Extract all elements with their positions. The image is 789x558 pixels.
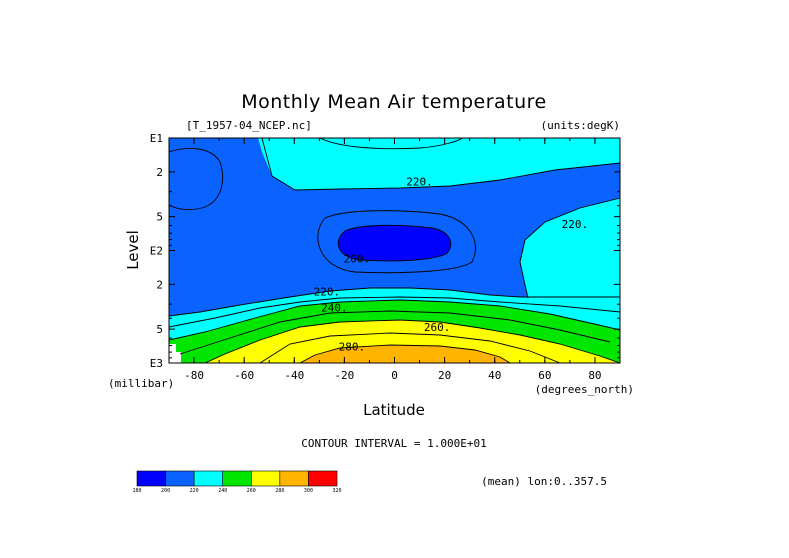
x-tick-label: 0 — [391, 369, 398, 382]
colorbar-swatch — [279, 470, 309, 487]
y-axis-label: Level — [124, 230, 142, 270]
contour-label: 260. — [424, 321, 451, 334]
colorbar-swatch — [136, 470, 166, 487]
contour-line-220-top — [261, 138, 620, 191]
contour-label: 220. — [314, 285, 341, 298]
contour-labels: 220. 220. 200. 220. 240. 260. 280. — [314, 176, 589, 354]
contour-line-270 — [259, 332, 561, 363]
colorbar-swatch — [250, 470, 281, 487]
contour-line-230 — [169, 296, 620, 328]
y-tick-label: E2 — [150, 245, 163, 258]
band-220-240-top — [258, 138, 620, 190]
x-unit-label: (degrees_north) — [535, 383, 634, 396]
chart-title: Monthly Mean Air temperature — [241, 91, 546, 113]
band-180-200 — [338, 225, 451, 261]
colorbar-swatch — [222, 470, 252, 487]
contour-line-220-right — [519, 197, 620, 299]
contour-line-200 — [337, 224, 452, 262]
x-axis-label: Latitude — [363, 401, 425, 419]
contour-line-230-top — [319, 138, 463, 150]
contour-interval-text: CONTOUR INTERVAL = 1.000E+01 — [301, 437, 486, 450]
band-280-300 — [300, 345, 510, 363]
x-tick-label: -60 — [234, 369, 254, 382]
contour-label: 220. — [562, 218, 589, 231]
x-tick-label: -20 — [334, 369, 354, 382]
units-label: (units:degK) — [541, 119, 620, 132]
contour-label: 280. — [339, 341, 366, 354]
contour-label: 240. — [321, 301, 348, 314]
colorbar-tick-label: 240 — [218, 488, 227, 494]
band-260-280 — [205, 320, 620, 363]
contour-field — [169, 138, 620, 363]
colorbar: 180 200 220 240 260 280 300 320 — [132, 470, 342, 494]
colorbar-swatch — [308, 470, 338, 487]
colorbar-tick-label: 260 — [247, 488, 256, 494]
contour-line-210 — [317, 210, 476, 274]
x-tick-label: -80 — [184, 369, 204, 382]
y-tick-label: 2 — [156, 166, 163, 179]
x-tick-label: 80 — [588, 369, 601, 382]
colorbar-swatch — [193, 470, 224, 487]
x-axis: -80 -60 -40 -20 0 20 40 60 80 — [168, 138, 621, 382]
y-tick-label: E1 — [150, 132, 163, 145]
contour-line-240 — [169, 299, 620, 341]
x-tick-label: 60 — [538, 369, 551, 382]
y-axis: E1 2 5 E2 2 5 E3 — [150, 132, 620, 370]
colorbar-tick-label: 220 — [190, 488, 199, 494]
y-tick-label: 5 — [156, 211, 163, 224]
contour-line-220-bottom — [169, 287, 620, 317]
mean-lon-note: (mean) lon:0..357.5 — [481, 475, 607, 488]
source-label: [T_1957-04_NCEP.nc] — [186, 119, 312, 132]
colorbar-tick-label: 320 — [332, 488, 341, 494]
x-tick-label: -40 — [284, 369, 304, 382]
y-tick-label: E3 — [150, 357, 163, 370]
colorbar-tick-label: 300 — [304, 488, 313, 494]
colorbar-tick-label: 280 — [275, 488, 284, 494]
x-tick-label: 20 — [438, 369, 451, 382]
x-tick-label: 40 — [488, 369, 501, 382]
colorbar-tick-label: 180 — [132, 488, 141, 494]
band-220-240-right — [520, 198, 620, 298]
contour-line-260 — [204, 319, 620, 363]
colorbar-swatch — [165, 470, 195, 487]
contour-label: 220. — [406, 176, 433, 189]
y-unit-label: (millibar) — [108, 377, 174, 390]
contour-line-210-left — [169, 147, 224, 211]
y-tick-label: 2 — [156, 278, 163, 291]
contour-label: 200. — [344, 252, 371, 265]
y-tick-label: 5 — [156, 323, 163, 336]
contour-line-280 — [299, 344, 511, 363]
colorbar-tick-label: 200 — [161, 488, 170, 494]
contour-line-250 — [179, 310, 611, 355]
